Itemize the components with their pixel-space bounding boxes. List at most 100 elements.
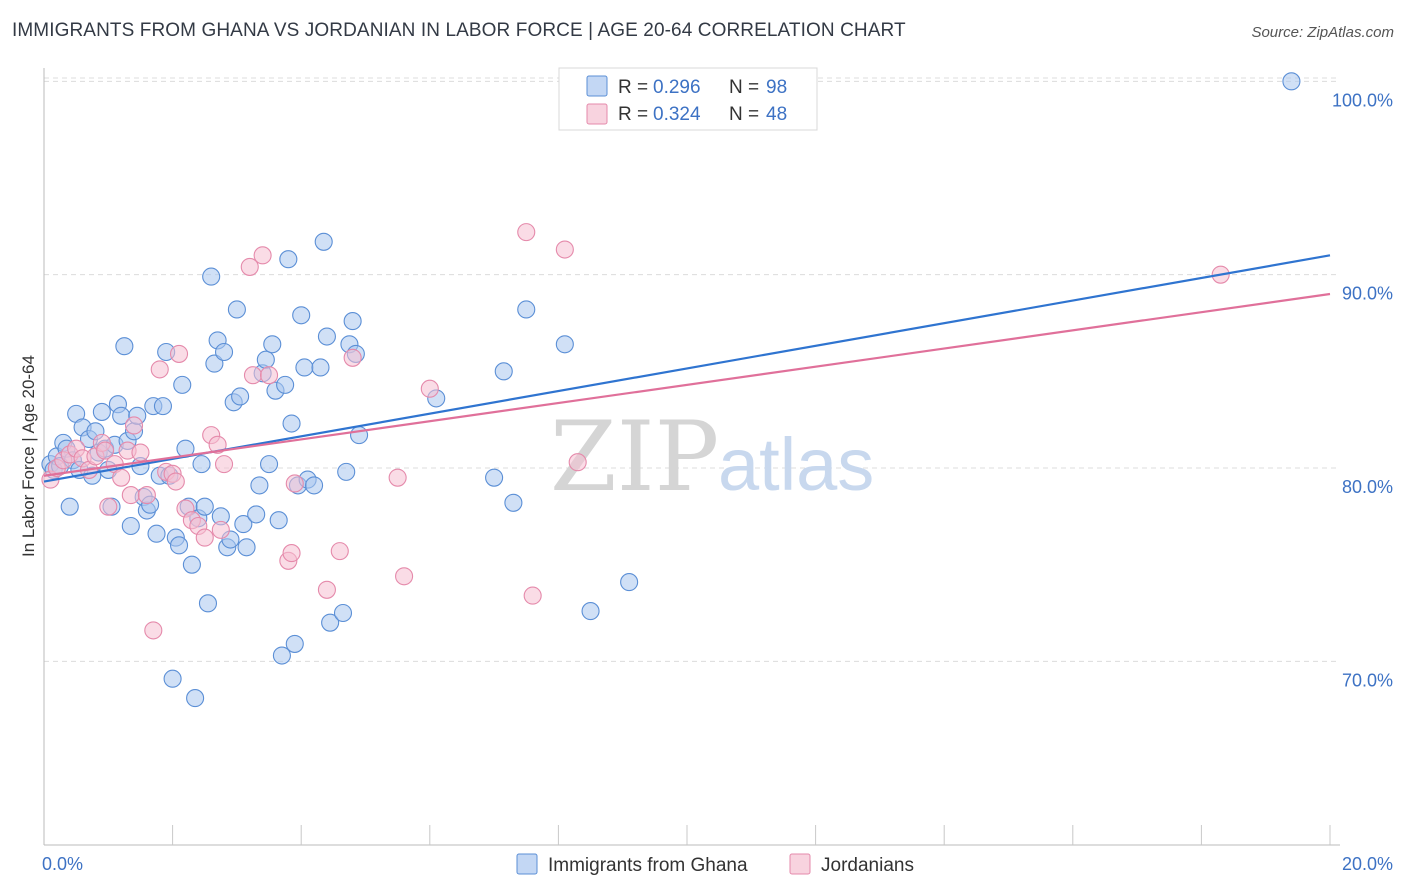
data-point (272, 646, 291, 665)
series-ghana-points (41, 72, 1301, 708)
data-point (147, 524, 166, 543)
data-points (41, 72, 1301, 708)
watermark-atlas: atlas (718, 423, 874, 506)
data-point (169, 536, 189, 555)
data-point (195, 497, 214, 516)
data-point (388, 468, 407, 487)
data-point (568, 453, 587, 472)
data-point (321, 613, 340, 632)
data-point (137, 486, 156, 505)
data-point (195, 528, 214, 547)
data-point (205, 354, 224, 373)
legend-r-value-jordanians: 0.324 (653, 104, 701, 125)
source-credit: Source: ZipAtlas.com (1251, 24, 1394, 41)
data-point (292, 306, 311, 325)
legend-n-label-jordanians: N = (729, 104, 759, 125)
axes (43, 68, 1340, 846)
data-point (169, 344, 189, 363)
data-point (263, 335, 282, 354)
data-point (504, 493, 523, 512)
data-point (115, 337, 134, 356)
x-tick-label-min: 0.0% (42, 854, 83, 874)
y-tick-label-70: 70.0% (1342, 670, 1393, 690)
stats-legend: R = 0.296 N = 98 R = 0.324 N = 48 (558, 67, 818, 131)
legend-n-value-jordanians: 48 (766, 104, 787, 125)
bottom-legend-swatch-ghana (516, 853, 538, 875)
data-point (96, 441, 115, 460)
data-point (211, 520, 230, 539)
data-point (240, 257, 259, 276)
data-point (198, 594, 218, 613)
y-tick-label-80: 80.0% (1342, 477, 1393, 497)
legend-r-label-jordanians: R = (618, 104, 648, 125)
data-point (192, 455, 211, 474)
data-point (485, 468, 504, 487)
data-point (276, 375, 295, 394)
data-point (253, 246, 272, 265)
legend-n-label-ghana: N = (729, 77, 759, 98)
data-point (282, 414, 301, 433)
y-tick-label-90: 90.0% (1342, 284, 1393, 304)
data-point (279, 250, 298, 269)
data-point (121, 486, 140, 505)
data-point (202, 267, 221, 286)
chart-title: IMMIGRANTS FROM GHANA VS JORDANIAN IN LA… (12, 20, 906, 41)
data-point (395, 567, 414, 586)
data-point (285, 634, 304, 653)
data-point (555, 335, 574, 354)
data-point (311, 358, 330, 377)
data-point (581, 602, 600, 621)
data-point (131, 443, 150, 462)
data-point (314, 232, 333, 251)
data-point (247, 505, 266, 524)
series-jordanians-points (41, 223, 1230, 640)
data-point (153, 397, 173, 416)
y-tick-labels: 70.0% 80.0% 90.0% 100.0% (1332, 90, 1393, 690)
data-point (420, 379, 439, 398)
data-point (173, 375, 192, 394)
data-point (208, 435, 227, 454)
x-tick-label-max: 20.0% (1342, 854, 1393, 874)
data-point (259, 455, 279, 474)
data-point (231, 387, 250, 406)
data-point (256, 350, 275, 369)
data-point (60, 497, 79, 516)
legend-swatch-ghana (586, 75, 608, 97)
trend-lines (43, 254, 1331, 483)
data-point (182, 555, 201, 574)
data-point (99, 497, 118, 516)
data-point (333, 603, 353, 623)
data-point (517, 300, 536, 319)
legend-n-value-ghana: 98 (766, 77, 787, 98)
data-point (295, 358, 314, 377)
legend-r-label-ghana: R = (618, 77, 648, 98)
data-point (350, 426, 369, 445)
bottom-legend-label-ghana: Immigrants from Ghana (548, 855, 748, 876)
trend-line-ghana (43, 254, 1331, 483)
data-point (494, 362, 513, 381)
data-point (343, 348, 362, 367)
data-point (269, 511, 288, 530)
data-point (1282, 72, 1301, 91)
data-point (523, 586, 542, 605)
gridlines (44, 77, 1340, 662)
series-legend: Immigrants from Ghana Jordanians (516, 853, 914, 876)
data-point (337, 462, 356, 481)
y-tick-label-100: 100.0% (1332, 90, 1393, 110)
data-point (214, 342, 234, 362)
data-point (243, 366, 263, 385)
data-point (620, 573, 639, 592)
data-point (163, 669, 182, 688)
data-point (317, 327, 336, 346)
data-point (214, 455, 234, 474)
data-point (305, 476, 324, 495)
legend-r-value-ghana: 0.296 (653, 77, 701, 98)
data-point (517, 223, 536, 242)
data-point (121, 516, 140, 536)
trend-line-jordanians (43, 292, 1331, 477)
y-axis-title: In Labor Force | Age 20-64 (19, 355, 38, 557)
data-point (150, 360, 169, 379)
legend-swatch-jordanians (586, 103, 608, 125)
data-point (317, 580, 336, 599)
